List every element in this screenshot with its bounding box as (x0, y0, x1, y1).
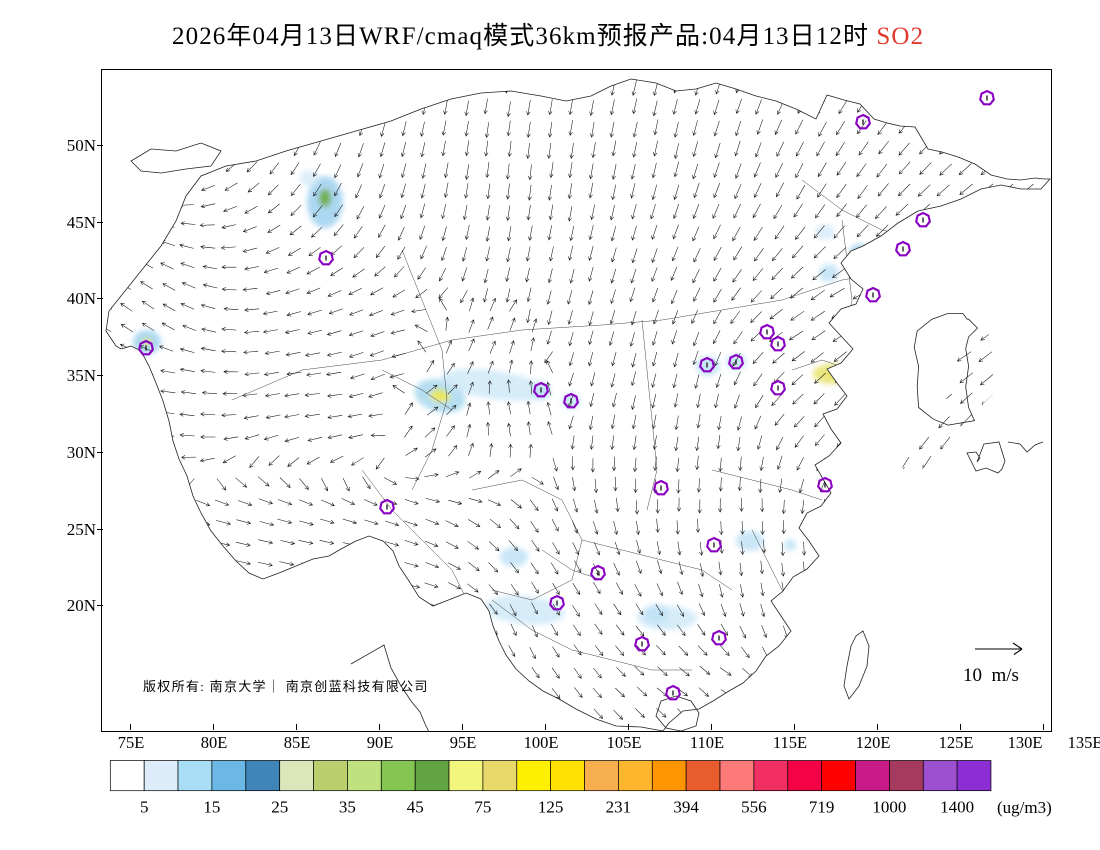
svg-text:5: 5 (140, 798, 149, 817)
svg-text:15: 15 (203, 798, 220, 817)
svg-text:(ug/m3): (ug/m3) (997, 798, 1052, 817)
svg-text:394: 394 (673, 798, 699, 817)
svg-text:45: 45 (407, 798, 424, 817)
svg-text:75: 75 (474, 798, 491, 817)
svg-text:1400: 1400 (940, 798, 974, 817)
svg-text:1000: 1000 (872, 798, 906, 817)
svg-text:719: 719 (809, 798, 835, 817)
svg-text:125: 125 (538, 798, 564, 817)
svg-text:556: 556 (741, 798, 767, 817)
svg-text:35: 35 (339, 798, 356, 817)
svg-text:231: 231 (606, 798, 632, 817)
svg-text:25: 25 (271, 798, 288, 817)
